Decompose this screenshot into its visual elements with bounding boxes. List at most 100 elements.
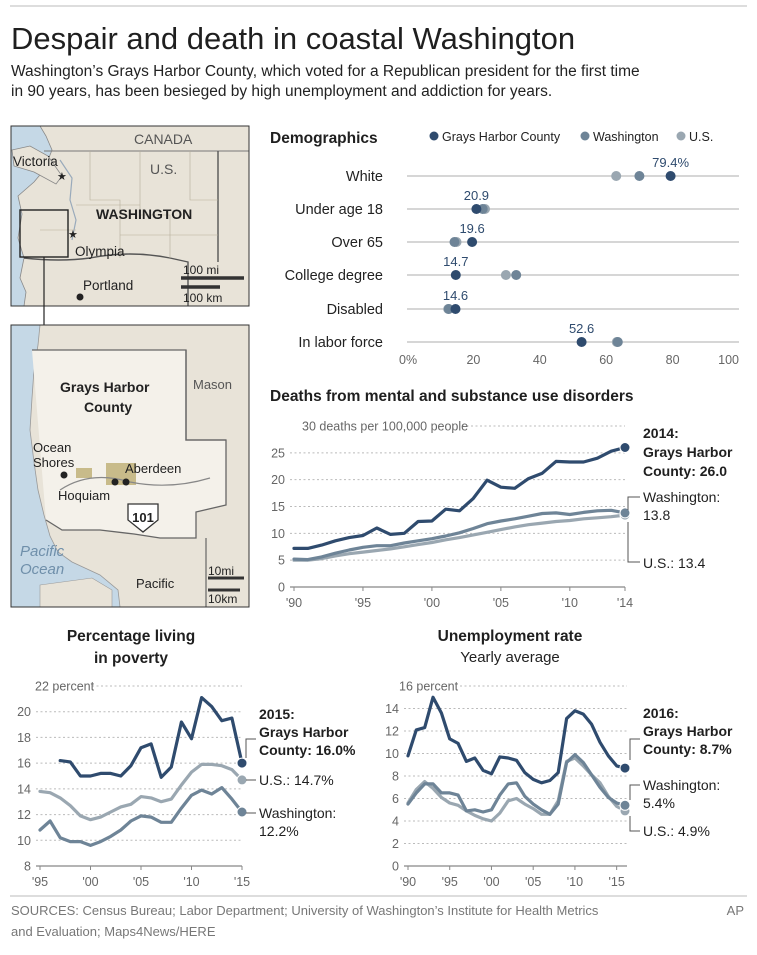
endpoint-grays-harbor	[619, 442, 631, 453]
line-us	[292, 513, 627, 562]
y-tick-label: 5	[278, 554, 285, 568]
sources-line-1: SOURCES: Census Bureau; Labor Department…	[11, 903, 599, 918]
end-label-grays-harbor: Grays Harbor	[643, 723, 733, 739]
y-tick-label: 10	[17, 834, 31, 848]
dot-grays-harbor	[576, 337, 587, 347]
legend-label-grays-harbor: Grays Harbor County	[442, 130, 561, 144]
mason-border	[185, 350, 226, 441]
aberdeen-label: Aberdeen	[125, 461, 181, 476]
poverty-chart: Percentage living in poverty 8 10 12 14 16 18…	[17, 628, 356, 889]
value-label-grays-harbor: 19.6	[459, 221, 484, 236]
line-washington	[406, 753, 627, 816]
victoria-star-icon: ★	[57, 171, 67, 183]
detail-scale-miles-label: 10mi	[208, 564, 234, 578]
end-label-grays-harbor: County: 16.0%	[259, 742, 356, 758]
end-label-washington: Washington:	[643, 777, 720, 793]
x-tick-label: '00	[424, 596, 440, 610]
us-label: U.S.	[150, 161, 177, 177]
unemployment-subtitle: Yearly average	[460, 649, 560, 666]
detail-scale-km-label: 10km	[208, 592, 237, 606]
value-label-grays-harbor: 20.9	[464, 188, 489, 203]
y-tick-label: 14	[385, 702, 399, 716]
line-washington	[292, 508, 627, 562]
x-tick-label: '00	[82, 875, 98, 889]
county-label-line-2: County	[84, 399, 132, 415]
end-label-washington: 12.2%	[259, 823, 299, 839]
dot-washington	[511, 270, 522, 280]
x-tick-label: '05	[493, 596, 509, 610]
endpoint-grays-harbor	[619, 762, 631, 774]
x-tick-label: '10	[567, 875, 583, 889]
y-tick-label: 12	[17, 808, 31, 822]
y-tick-label: 15	[271, 500, 285, 514]
x-tick-label: '00	[483, 875, 499, 889]
y-tick-label: 4	[392, 815, 399, 829]
legend-marker-grays-harbor	[429, 131, 439, 141]
category-label: College degree	[285, 268, 383, 284]
pacific-county-label: Pacific	[136, 576, 175, 591]
leader-line	[629, 738, 640, 760]
leader-line	[629, 784, 640, 800]
unemployment-chart: Unemployment rate Yearly average 0 2 4 6 8 10…	[385, 628, 733, 889]
legend-label-washington: Washington	[593, 130, 659, 144]
category-label: Disabled	[327, 302, 383, 318]
highway-shield-icon	[127, 503, 159, 533]
willapa-land	[39, 577, 113, 608]
y-tick-label: 6	[392, 792, 399, 806]
endpoint-us	[236, 774, 248, 786]
value-label-grays-harbor: 14.6	[443, 288, 468, 303]
y-unit-label: 30 deaths per 100,000 people	[302, 420, 468, 434]
y-tick-label: 25	[271, 446, 285, 460]
legend-marker-us	[676, 131, 686, 141]
category-label: In labor force	[298, 335, 383, 351]
y-tick-label: 8	[392, 770, 399, 784]
leader-line	[245, 738, 256, 758]
end-label-washington: 13.8	[643, 507, 670, 523]
deaths-title: Deaths from mental and substance use dis…	[270, 388, 634, 405]
value-label-grays-harbor: 14.7	[443, 254, 468, 269]
sources-line-2: and Evaluation; Maps4News/HERE	[11, 924, 216, 939]
y-tick-label: 14	[17, 782, 31, 796]
credit: AP	[727, 903, 744, 918]
road-line	[59, 476, 211, 491]
value-label-grays-harbor: 52.6	[569, 321, 594, 336]
demographics-chart: Demographics Grays Harbor County Washingt…	[270, 130, 739, 367]
puget-sound	[59, 159, 77, 241]
end-label-us: U.S.: 14.7%	[259, 772, 334, 788]
dek-line-2: in 90 years, has been besieged by high u…	[11, 83, 552, 100]
x-tick-label: 100	[718, 353, 739, 367]
dot-washington	[612, 337, 623, 347]
x-tick-label: '14	[617, 596, 633, 610]
scale-miles-label: 100 mi	[183, 263, 219, 277]
state-label: WASHINGTON	[96, 206, 192, 222]
end-label-washington: 5.4%	[643, 795, 675, 811]
x-tick-label: 20	[466, 353, 480, 367]
y-tick-label: 10	[271, 527, 285, 541]
y-unit-label: 16 percent	[399, 680, 459, 694]
ocean-shores-dot	[60, 471, 68, 479]
olympia-star-icon: ★	[68, 229, 78, 241]
x-tick-label: 80	[666, 353, 680, 367]
end-label-washington: Washington:	[259, 805, 336, 821]
end-label-grays-harbor: County: 8.7%	[643, 741, 732, 757]
demographics-category-labels: White Under age 18 Over 65 College degree Di…	[285, 169, 383, 351]
leader-line	[627, 522, 640, 563]
dot-washington	[449, 237, 460, 247]
x-tick-label: '10	[562, 596, 578, 610]
category-label: Over 65	[331, 235, 383, 251]
dot-grays-harbor	[450, 304, 461, 314]
end-label-grays-harbor: County: 26.0	[643, 463, 727, 479]
portland-dot	[76, 293, 84, 301]
demographics-dots	[443, 171, 676, 347]
mason-label: Mason	[193, 377, 232, 392]
y-tick-label: 18	[17, 731, 31, 745]
line-washington	[38, 786, 244, 847]
line-us	[406, 756, 627, 823]
line-grays-harbor	[58, 696, 244, 779]
endpoint-grays-harbor	[236, 757, 248, 769]
y-tick-label: 0	[392, 860, 399, 874]
poverty-title-line-2: in poverty	[94, 650, 168, 667]
y-tick-label: 10	[385, 747, 399, 761]
dot-us	[611, 171, 622, 181]
x-tick-label: '95	[442, 875, 458, 889]
